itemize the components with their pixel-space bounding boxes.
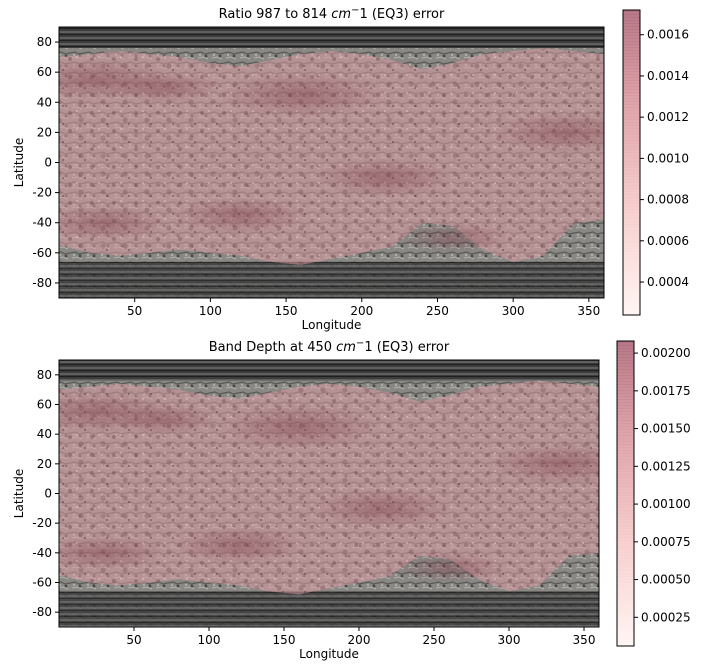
x-tick-label: 50 [127, 304, 142, 318]
north-polar-band [59, 27, 604, 49]
x-tick-label: 350 [573, 633, 596, 647]
map-image [59, 27, 604, 298]
error-hotspot [315, 158, 454, 197]
colorbar-tick-label: 0.00075 [641, 535, 691, 549]
y-tick-label: 40 [37, 95, 52, 109]
y-tick-label: 80 [37, 368, 52, 382]
chart-title: Ratio 987 to 814 cm−1 (EQ3) error [219, 5, 445, 22]
x-tick-label: 200 [348, 633, 371, 647]
y-tick-label: 80 [37, 35, 52, 49]
colorbar: 0.00025 0.00050 0.00075 0.00100 0.00125 0.001… [616, 340, 691, 647]
y-tick-label: 0 [44, 156, 52, 170]
colorbar-tick-label: 0.0012 [647, 110, 689, 124]
colorbar-tick-label: 0.00125 [641, 459, 691, 473]
south-polar-band [59, 261, 604, 298]
colorbar-tick-label: 0.00100 [641, 497, 691, 511]
x-tick-label: 350 [577, 304, 600, 318]
y-tick-label: -80 [32, 605, 52, 619]
y-tick-label: -40 [32, 216, 52, 230]
error-hotspot [313, 489, 450, 528]
error-hotspot [110, 404, 218, 435]
x-axis-label: Longitude [302, 318, 362, 332]
y-tick-label: 20 [37, 125, 52, 139]
x-tick-label: 100 [199, 304, 222, 318]
north-polar-band [59, 360, 599, 381]
y-axis-label: Latitude [12, 138, 26, 187]
error-hotspot [398, 222, 508, 253]
colorbar-tick-label: 0.0008 [647, 193, 689, 207]
chart-title: Band Depth at 450 cm−1 (EQ3) error [209, 338, 450, 355]
y-tick-label: 60 [37, 398, 52, 412]
colorbar-tick-label: 0.00175 [641, 384, 691, 398]
y-tick-label: -20 [32, 186, 52, 200]
chart-panel-1: 50 100 150 200 250 300 350 -80 -60 -40 -20 0 20 40 60 8… [12, 5, 689, 332]
y-tick-label: 60 [37, 65, 52, 79]
colorbar-tick-label: 0.0006 [647, 234, 689, 248]
error-hotspot [493, 112, 604, 153]
y-tick-label: 0 [44, 487, 52, 501]
y-axis-label: Latitude [12, 469, 26, 518]
x-axis-label: Longitude [299, 647, 359, 661]
y-tick-label: -60 [32, 246, 52, 260]
x-tick-label: 200 [350, 304, 373, 318]
colorbar-tick-label: 0.00150 [641, 422, 691, 436]
error-hotspot [219, 404, 379, 449]
error-hotspot [489, 443, 599, 484]
error-hotspot [175, 197, 307, 234]
colorbar-frame [616, 340, 635, 647]
error-hotspot [221, 72, 382, 117]
map-image [59, 360, 599, 627]
colorbar-tick-label: 0.00050 [641, 573, 691, 587]
colorbar-tick-label: 0.00025 [641, 610, 691, 624]
x-tick-label: 150 [275, 304, 298, 318]
colorbar-tick-label: 0.0016 [647, 28, 689, 42]
y-tick-label: -60 [32, 576, 52, 590]
x-tick-label: 300 [502, 304, 525, 318]
colorbar-tick-label: 0.0004 [647, 275, 689, 289]
y-tick-label: -80 [32, 276, 52, 290]
x-tick-label: 100 [198, 633, 221, 647]
colorbar-frame [622, 9, 641, 316]
x-tick-label: 300 [498, 633, 521, 647]
colorbar-gradient [617, 341, 634, 646]
y-tick-label: -20 [32, 516, 52, 530]
error-hotspot [59, 205, 167, 240]
colorbar-gradient [623, 10, 640, 315]
colorbar-tick-label: 0.0010 [647, 151, 689, 165]
error-hotspot [174, 527, 304, 564]
x-tick-label: 250 [426, 304, 449, 318]
x-tick-label: 150 [273, 633, 296, 647]
error-hotspot [395, 552, 503, 583]
colorbar-tick-label: 0.0014 [647, 69, 689, 83]
chart-panel-2: 50 100 150 200 250 300 350 -80 -60 -40 -20 0 20 40 60 8… [12, 338, 691, 661]
error-hotspot [110, 72, 220, 103]
y-tick-label: 40 [37, 427, 52, 441]
south-polar-band [59, 591, 599, 627]
error-hotspot [59, 535, 166, 570]
colorbar-tick-label: 0.00200 [641, 346, 691, 360]
x-tick-label: 250 [423, 633, 446, 647]
y-tick-label: 20 [37, 457, 52, 471]
y-tick-label: -40 [32, 546, 52, 560]
x-tick-label: 50 [126, 633, 141, 647]
colorbar: 0.0004 0.0006 0.0008 0.0010 0.0012 0.0014 0.00… [622, 9, 689, 316]
